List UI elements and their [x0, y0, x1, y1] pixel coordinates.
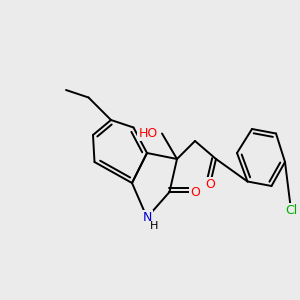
- Text: O: O: [205, 178, 215, 191]
- Text: Cl: Cl: [285, 203, 297, 217]
- Text: N: N: [142, 211, 152, 224]
- Text: H: H: [150, 221, 159, 231]
- Text: HO: HO: [138, 127, 158, 140]
- Text: O: O: [190, 185, 200, 199]
